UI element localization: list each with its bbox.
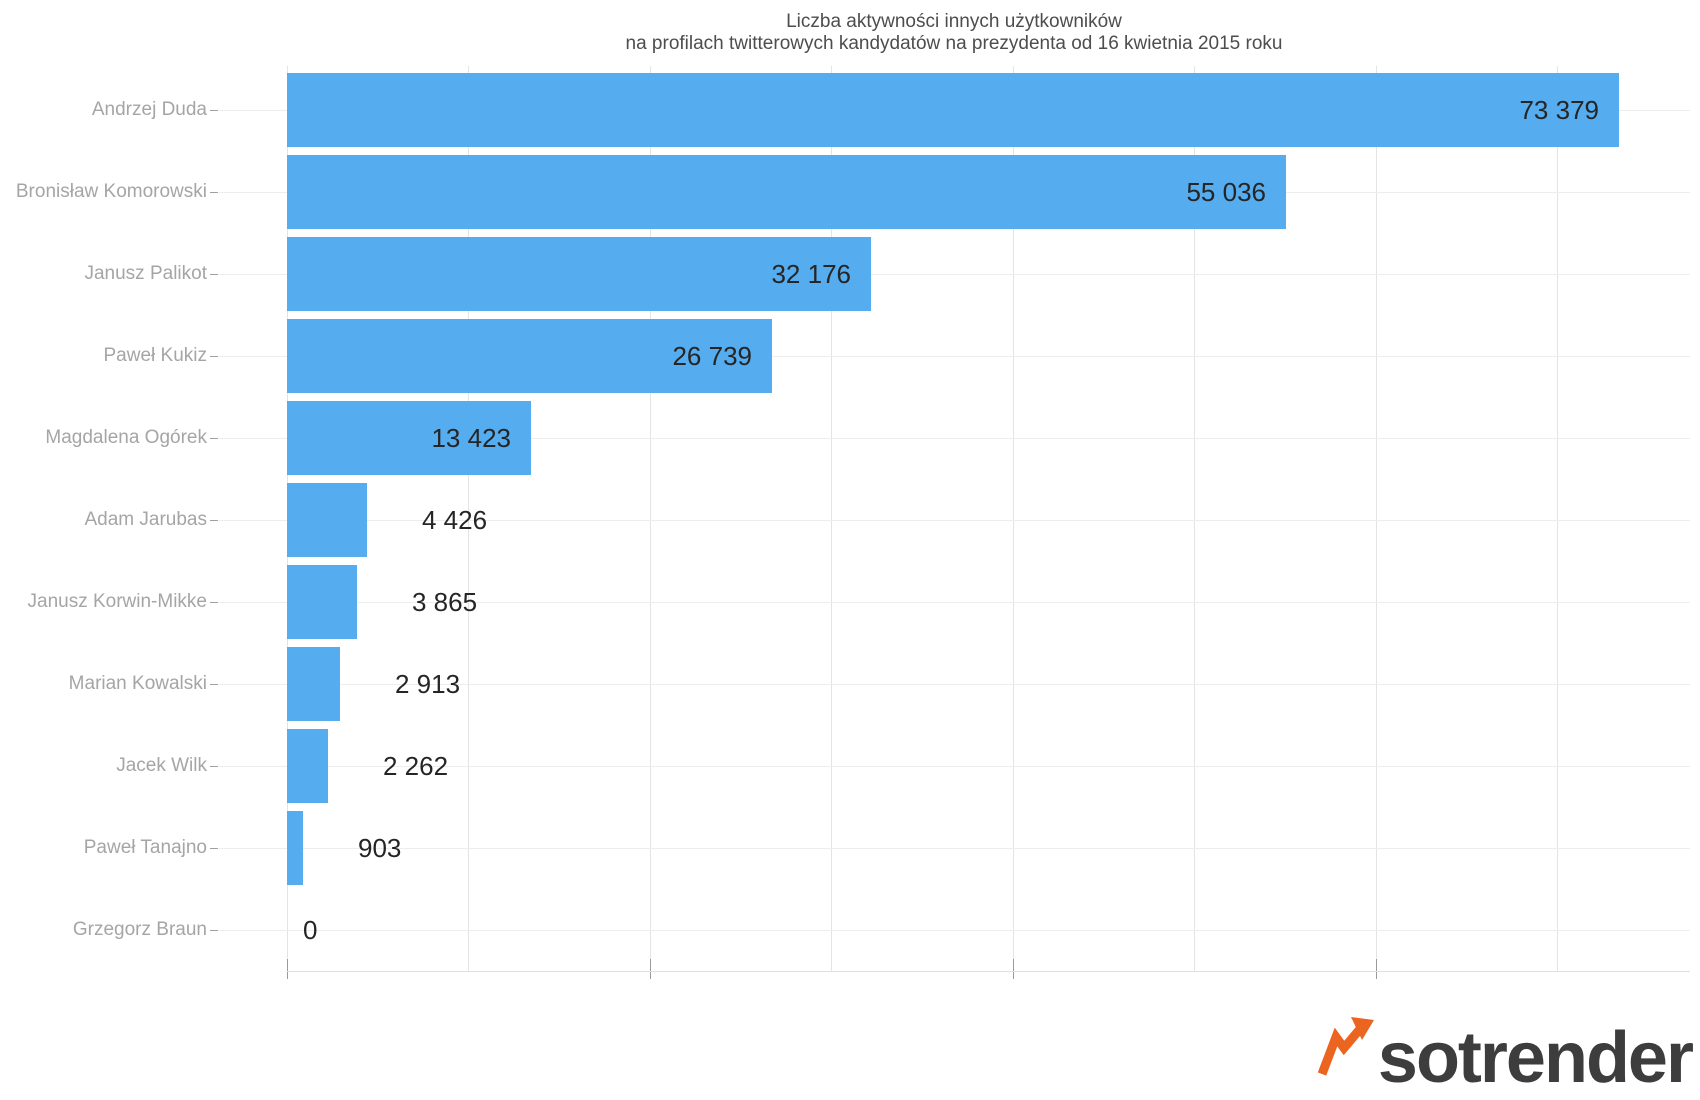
bar[interactable] [287,729,328,803]
value-label: 13 423 [431,423,511,453]
x-gridline [1376,66,1377,971]
x-axis-tick [287,959,288,979]
value-label: 4 426 [422,505,488,535]
row-gridline [219,520,1690,521]
bar[interactable] [287,647,340,721]
trending-up-arrow-icon [1317,1016,1374,1076]
value-label: 26 739 [672,341,752,371]
bar[interactable] [287,483,367,557]
category-tick [210,192,218,193]
x-gridline [468,66,469,971]
bar[interactable] [287,401,531,475]
value-label: 73 379 [1519,95,1599,125]
row-gridline [219,848,1690,849]
value-label: 903 [358,833,402,863]
bar[interactable] [287,565,357,639]
bar[interactable] [287,73,1619,147]
bar[interactable] [287,319,772,393]
category-label: Grzegorz Braun [72,919,207,940]
value-label: 2 262 [383,751,449,781]
x-gridline [1013,66,1014,971]
value-label: 55 036 [1186,177,1266,207]
category-tick [210,356,218,357]
category-tick [210,520,218,521]
category-label: Janusz Palikot [84,263,207,284]
category-tick [210,848,218,849]
row-gridline [219,930,1690,931]
category-label: Andrzej Duda [91,99,207,120]
x-gridline [1194,66,1195,971]
x-gridline [1557,66,1558,971]
chart-title-line2: na profilach twitterowych kandydatów na … [625,33,1283,54]
row-gridline [219,438,1690,439]
row-gridline [219,684,1690,685]
category-tick [210,930,218,931]
row-gridline [219,766,1690,767]
x-axis-tick [1376,959,1377,979]
category-label: Janusz Korwin-Mikke [27,591,208,612]
row-gridline [219,602,1690,603]
row-gridline [219,356,1690,357]
category-tick [210,438,218,439]
category-label: Paweł Kukiz [103,345,208,366]
category-tick [210,602,218,603]
value-label: 3 865 [412,587,478,617]
chart-title-line1: Liczba aktywności innych użytkowników [786,11,1122,32]
category-label: Magdalena Ogórek [45,427,207,448]
category-label: Marian Kowalski [68,673,207,694]
value-label: 0 [303,915,318,945]
category-label: Bronisław Komorowski [15,181,207,202]
value-label: 2 913 [395,669,461,699]
category-tick [210,110,218,111]
chart-title: Liczba aktywności innych użytkowników na… [208,11,1700,55]
row-gridline [219,274,1690,275]
sotrender-logo-text: sotrender [1377,1018,1694,1098]
value-label: 32 176 [771,259,851,289]
x-gridline [650,66,651,971]
sotrender-logo: sotrender [1317,998,1694,1098]
x-gridline [831,66,832,971]
category-label: Paweł Tanajno [83,837,207,858]
x-axis-line [287,971,1690,972]
category-label: Adam Jarubas [84,509,207,530]
category-tick [210,684,218,685]
category-label: Jacek Wilk [116,755,207,776]
bar[interactable] [287,237,871,311]
bar[interactable] [287,811,303,885]
bar[interactable] [287,155,1286,229]
x-axis-tick [1013,959,1014,979]
category-tick [210,766,218,767]
category-tick [210,274,218,275]
x-axis-tick [650,959,651,979]
